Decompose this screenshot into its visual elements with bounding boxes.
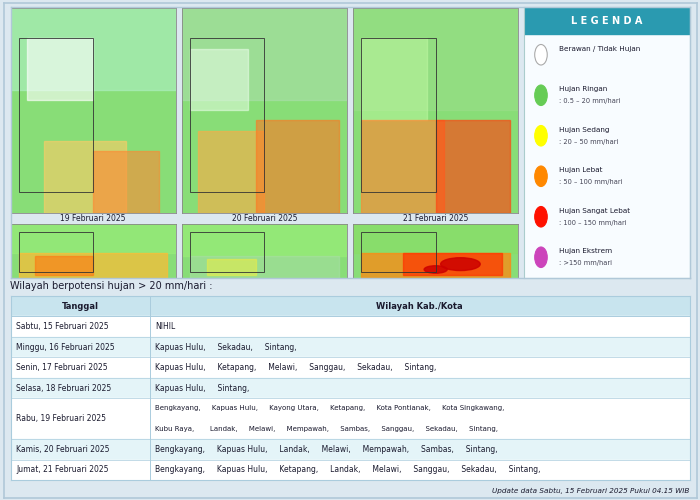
Bar: [206, 259, 256, 275]
Text: Berawan / Tidak Hujan: Berawan / Tidak Hujan: [559, 46, 640, 52]
Text: Hujan Sedang: Hujan Sedang: [559, 127, 610, 133]
Text: 19 Februari 2025: 19 Februari 2025: [60, 214, 126, 223]
Bar: [35, 256, 93, 275]
Circle shape: [440, 258, 480, 270]
Bar: [10, 460, 690, 480]
Bar: [10, 337, 690, 357]
Circle shape: [535, 247, 547, 268]
Bar: [361, 120, 444, 212]
Bar: [598, 120, 681, 202]
Text: Hujan Sangat Lebat: Hujan Sangat Lebat: [559, 208, 630, 214]
Circle shape: [535, 166, 547, 186]
Bar: [353, 224, 518, 254]
Text: Hujan Lebat: Hujan Lebat: [559, 168, 603, 173]
Text: Update data Sabtu, 15 Februari 2025 Pukul 04.15 WIB: Update data Sabtu, 15 Februari 2025 Puku…: [492, 488, 690, 494]
Text: : >150 mm/hari: : >150 mm/hari: [559, 260, 612, 266]
Bar: [533, 120, 607, 202]
Text: 21 Februari 2025: 21 Februari 2025: [403, 214, 468, 223]
Bar: [361, 232, 435, 272]
Bar: [256, 120, 339, 212]
Text: Bengkayang,     Kapuas Hulu,     Landak,     Melawi,     Mempawah,     Sambas,  : Bengkayang, Kapuas Hulu, Landak, Melawi,…: [155, 445, 498, 454]
Bar: [541, 48, 607, 120]
Text: : 50 – 100 mm/hari: : 50 – 100 mm/hari: [559, 179, 622, 185]
Bar: [19, 232, 93, 272]
Text: Kapuas Hulu,     Sekadau,     Sintang,: Kapuas Hulu, Sekadau, Sintang,: [155, 342, 297, 351]
Text: NIHIL: NIHIL: [155, 322, 176, 331]
Circle shape: [535, 206, 547, 227]
Text: Tanggal: Tanggal: [62, 302, 99, 310]
Circle shape: [535, 126, 547, 146]
Text: Wilayah berpotensi hujan > 20 mm/hari :: Wilayah berpotensi hujan > 20 mm/hari :: [10, 281, 213, 291]
Text: Selasa, 18 Februari 2025: Selasa, 18 Februari 2025: [16, 384, 111, 392]
Text: Senin, 17 Februari 2025: Senin, 17 Februari 2025: [16, 363, 108, 372]
Text: Minggu, 16 Februari 2025: Minggu, 16 Februari 2025: [16, 342, 115, 351]
Text: Kamis, 20 Februari 2025: Kamis, 20 Februari 2025: [16, 445, 109, 454]
Bar: [27, 38, 93, 100]
Text: Kapuas Hulu,     Ketapang,     Melawi,     Sanggau,     Sekadau,     Sintang,: Kapuas Hulu, Ketapang, Melawi, Sanggau, …: [155, 363, 437, 372]
Bar: [524, 8, 690, 34]
Bar: [182, 224, 346, 256]
Bar: [10, 439, 690, 460]
Bar: [93, 151, 159, 212]
Text: : 0.5 – 20 mm/hari: : 0.5 – 20 mm/hari: [559, 98, 621, 104]
Bar: [190, 48, 248, 110]
Bar: [10, 398, 690, 439]
Text: Hujan Ekstrem: Hujan Ekstrem: [559, 248, 612, 254]
Bar: [435, 120, 510, 212]
Text: : 20 – 50 mm/hari: : 20 – 50 mm/hari: [559, 138, 619, 144]
Text: Wilayah Kab./Kota: Wilayah Kab./Kota: [377, 302, 463, 310]
Circle shape: [535, 85, 547, 105]
Text: Bengkayang,     Kapuas Hulu,     Kayong Utara,     Ketapang,     Kota Pontianak,: Bengkayang, Kapuas Hulu, Kayong Utara, K…: [155, 406, 505, 411]
Bar: [361, 254, 510, 278]
Text: Sabtu, 15 Februari 2025: Sabtu, 15 Februari 2025: [16, 322, 108, 331]
Text: 20 Februari 2025: 20 Februari 2025: [232, 214, 297, 223]
Bar: [19, 38, 93, 192]
Bar: [10, 378, 690, 398]
Bar: [190, 232, 265, 272]
Bar: [10, 8, 176, 89]
Text: Kubu Raya,       Landak,     Melawi,     Mempawah,     Sambas,     Sanggau,     : Kubu Raya, Landak, Melawi, Mempawah, Sam…: [155, 426, 498, 432]
Bar: [10, 224, 176, 254]
Bar: [402, 254, 502, 275]
Circle shape: [424, 266, 447, 273]
Bar: [190, 256, 339, 278]
Bar: [361, 38, 428, 120]
Bar: [10, 358, 690, 378]
Bar: [182, 8, 346, 100]
Bar: [190, 38, 265, 192]
Text: Kapuas Hulu,     Sintang,: Kapuas Hulu, Sintang,: [155, 384, 249, 392]
Text: Hujan Ringan: Hujan Ringan: [559, 86, 608, 92]
Bar: [533, 38, 607, 192]
Text: Jumat, 21 Februari 2025: Jumat, 21 Februari 2025: [16, 466, 108, 474]
Text: L E G E N D A: L E G E N D A: [571, 16, 643, 26]
Bar: [198, 130, 265, 212]
Bar: [353, 8, 518, 110]
Bar: [361, 38, 435, 192]
Text: Bengkayang,     Kapuas Hulu,     Ketapang,     Landak,     Melawi,     Sanggau, : Bengkayang, Kapuas Hulu, Ketapang, Landa…: [155, 466, 540, 474]
Text: Rabu, 19 Februari 2025: Rabu, 19 Februari 2025: [16, 414, 106, 423]
Bar: [19, 254, 167, 278]
Bar: [10, 296, 690, 316]
Bar: [10, 316, 690, 337]
Bar: [43, 141, 126, 212]
Circle shape: [535, 44, 547, 65]
Text: : 100 – 150 mm/hari: : 100 – 150 mm/hari: [559, 220, 626, 226]
Bar: [524, 8, 690, 100]
